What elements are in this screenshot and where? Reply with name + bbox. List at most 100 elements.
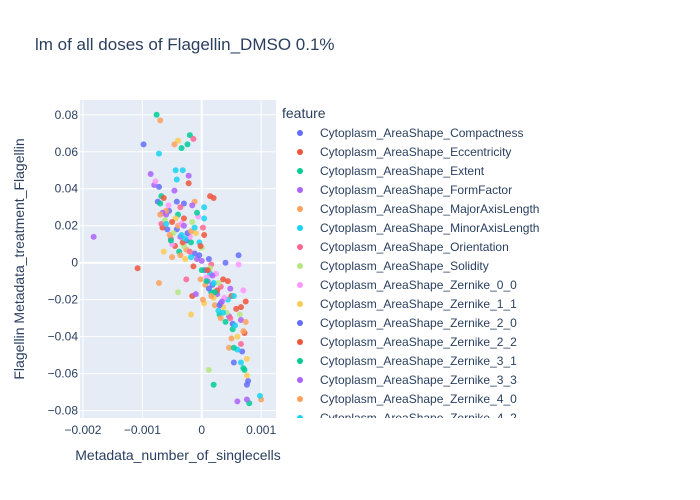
data-point	[218, 298, 225, 305]
legend-marker	[297, 339, 303, 345]
data-point	[175, 289, 181, 296]
data-point	[191, 224, 198, 231]
data-point	[256, 392, 263, 399]
y-tick-label: 0	[71, 256, 78, 270]
data-point	[191, 250, 198, 257]
data-point	[160, 248, 167, 255]
legend-label: Cytoplasm_AreaShape_Zernike_4_2	[320, 411, 517, 425]
legend-item[interactable]: Cytoplasm_AreaShape_Zernike_2_0	[297, 316, 517, 330]
y-tick-label: 0.02	[55, 219, 79, 233]
data-point	[232, 322, 239, 329]
data-point	[220, 309, 227, 316]
data-point	[235, 261, 242, 268]
data-point	[188, 311, 195, 318]
legend-label: Cytoplasm_AreaShape_Orientation	[320, 240, 509, 254]
data-point	[240, 287, 247, 294]
legend-item[interactable]: Cytoplasm_AreaShape_Zernike_4_0	[297, 392, 517, 406]
legend-item[interactable]: Cytoplasm_AreaShape_Eccentricity	[297, 145, 511, 159]
data-point	[215, 280, 222, 287]
data-point	[211, 302, 218, 309]
data-point	[215, 307, 222, 314]
data-point	[172, 167, 179, 174]
data-point	[237, 359, 244, 366]
data-point	[188, 254, 195, 261]
data-point	[204, 267, 211, 274]
data-point	[155, 150, 162, 157]
legend-marker	[297, 263, 303, 269]
legend-label: Cytoplasm_AreaShape_MinorAxisLength	[320, 221, 539, 235]
legend-item[interactable]: Cytoplasm_AreaShape_Orientation	[297, 240, 509, 254]
legend-item[interactable]: Cytoplasm_AreaShape_Zernike_1_1	[297, 297, 517, 311]
data-point	[188, 239, 195, 246]
data-point	[233, 305, 240, 312]
data-point	[205, 285, 212, 292]
data-point	[230, 292, 237, 299]
data-point	[157, 117, 164, 124]
data-point	[180, 200, 187, 207]
data-point	[201, 231, 208, 238]
data-point	[157, 211, 164, 218]
legend-item[interactable]: Cytoplasm_AreaShape_Zernike_0_0	[297, 278, 517, 292]
legend-marker	[297, 130, 303, 136]
data-point	[163, 220, 170, 227]
legend-marker	[297, 358, 303, 364]
y-tick-labels: 0.08 0.06 0.04 0.02 0 −0.02 −0.04 −0.06 −0.08	[48, 108, 79, 418]
legend-item[interactable]: Cytoplasm_AreaShape_MinorAxisLength	[297, 221, 539, 235]
legend-item[interactable]: Cytoplasm_AreaShape_Compactness	[297, 126, 523, 140]
data-point	[171, 187, 178, 194]
legend-item[interactable]: Cytoplasm_AreaShape_Zernike_3_1	[297, 354, 517, 368]
data-point	[243, 355, 250, 362]
legend-item[interactable]: Cytoplasm_AreaShape_MajorAxisLength	[297, 202, 539, 216]
y-tick-label: −0.08	[48, 404, 79, 418]
legend-label: Cytoplasm_AreaShape_Solidity	[320, 259, 489, 273]
legend-marker	[297, 149, 303, 155]
legend-item[interactable]: Cytoplasm_AreaShape_Extent	[297, 164, 485, 178]
legend-label: Cytoplasm_AreaShape_Zernike_2_2	[320, 335, 517, 349]
data-point	[199, 296, 206, 303]
data-point	[164, 226, 171, 233]
y-tick-label: 0.08	[55, 108, 79, 122]
data-point	[243, 372, 250, 379]
y-tick-label: −0.04	[48, 330, 79, 344]
data-point	[178, 145, 185, 152]
data-point	[237, 341, 244, 348]
legend-marker	[297, 320, 303, 326]
data-point	[183, 276, 190, 283]
x-tick-label: −0.001	[124, 423, 161, 437]
data-point	[230, 359, 237, 366]
data-point	[153, 111, 160, 118]
data-point	[198, 267, 205, 274]
data-point	[169, 254, 176, 261]
data-point	[157, 200, 164, 207]
legend-item[interactable]: Cytoplasm_AreaShape_Zernike_4_2	[297, 411, 517, 425]
data-point	[242, 298, 249, 305]
legend-item[interactable]: Cytoplasm_AreaShape_FormFactor	[297, 183, 512, 197]
legend[interactable]: Cytoplasm_AreaShape_Compactness Cytoplasm…	[297, 126, 539, 425]
legend-item[interactable]: Cytoplasm_AreaShape_Solidity	[297, 259, 489, 273]
data-point	[155, 183, 162, 190]
data-point	[155, 280, 162, 287]
data-point	[186, 248, 193, 255]
data-point	[173, 176, 180, 183]
legend-marker	[297, 206, 303, 212]
data-point	[203, 278, 210, 285]
data-point	[182, 256, 189, 262]
data-point	[184, 141, 191, 148]
data-point	[234, 333, 241, 340]
data-point	[243, 396, 250, 403]
legend-label: Cytoplasm_AreaShape_MajorAxisLength	[320, 202, 539, 216]
data-point	[236, 311, 243, 318]
data-point	[235, 252, 242, 259]
data-point	[198, 257, 205, 264]
legend-item[interactable]: Cytoplasm_AreaShape_Zernike_2_2	[297, 335, 517, 349]
data-point	[201, 215, 208, 222]
data-point	[171, 141, 178, 148]
legend-label: Cytoplasm_AreaShape_Eccentricity	[320, 145, 511, 159]
data-point	[90, 233, 97, 240]
legend-item[interactable]: Cytoplasm_AreaShape_Zernike_3_3	[297, 373, 517, 387]
data-point	[207, 193, 214, 200]
data-point	[210, 280, 217, 287]
legend-marker	[297, 415, 303, 418]
data-point	[201, 204, 208, 211]
data-point	[180, 222, 187, 229]
